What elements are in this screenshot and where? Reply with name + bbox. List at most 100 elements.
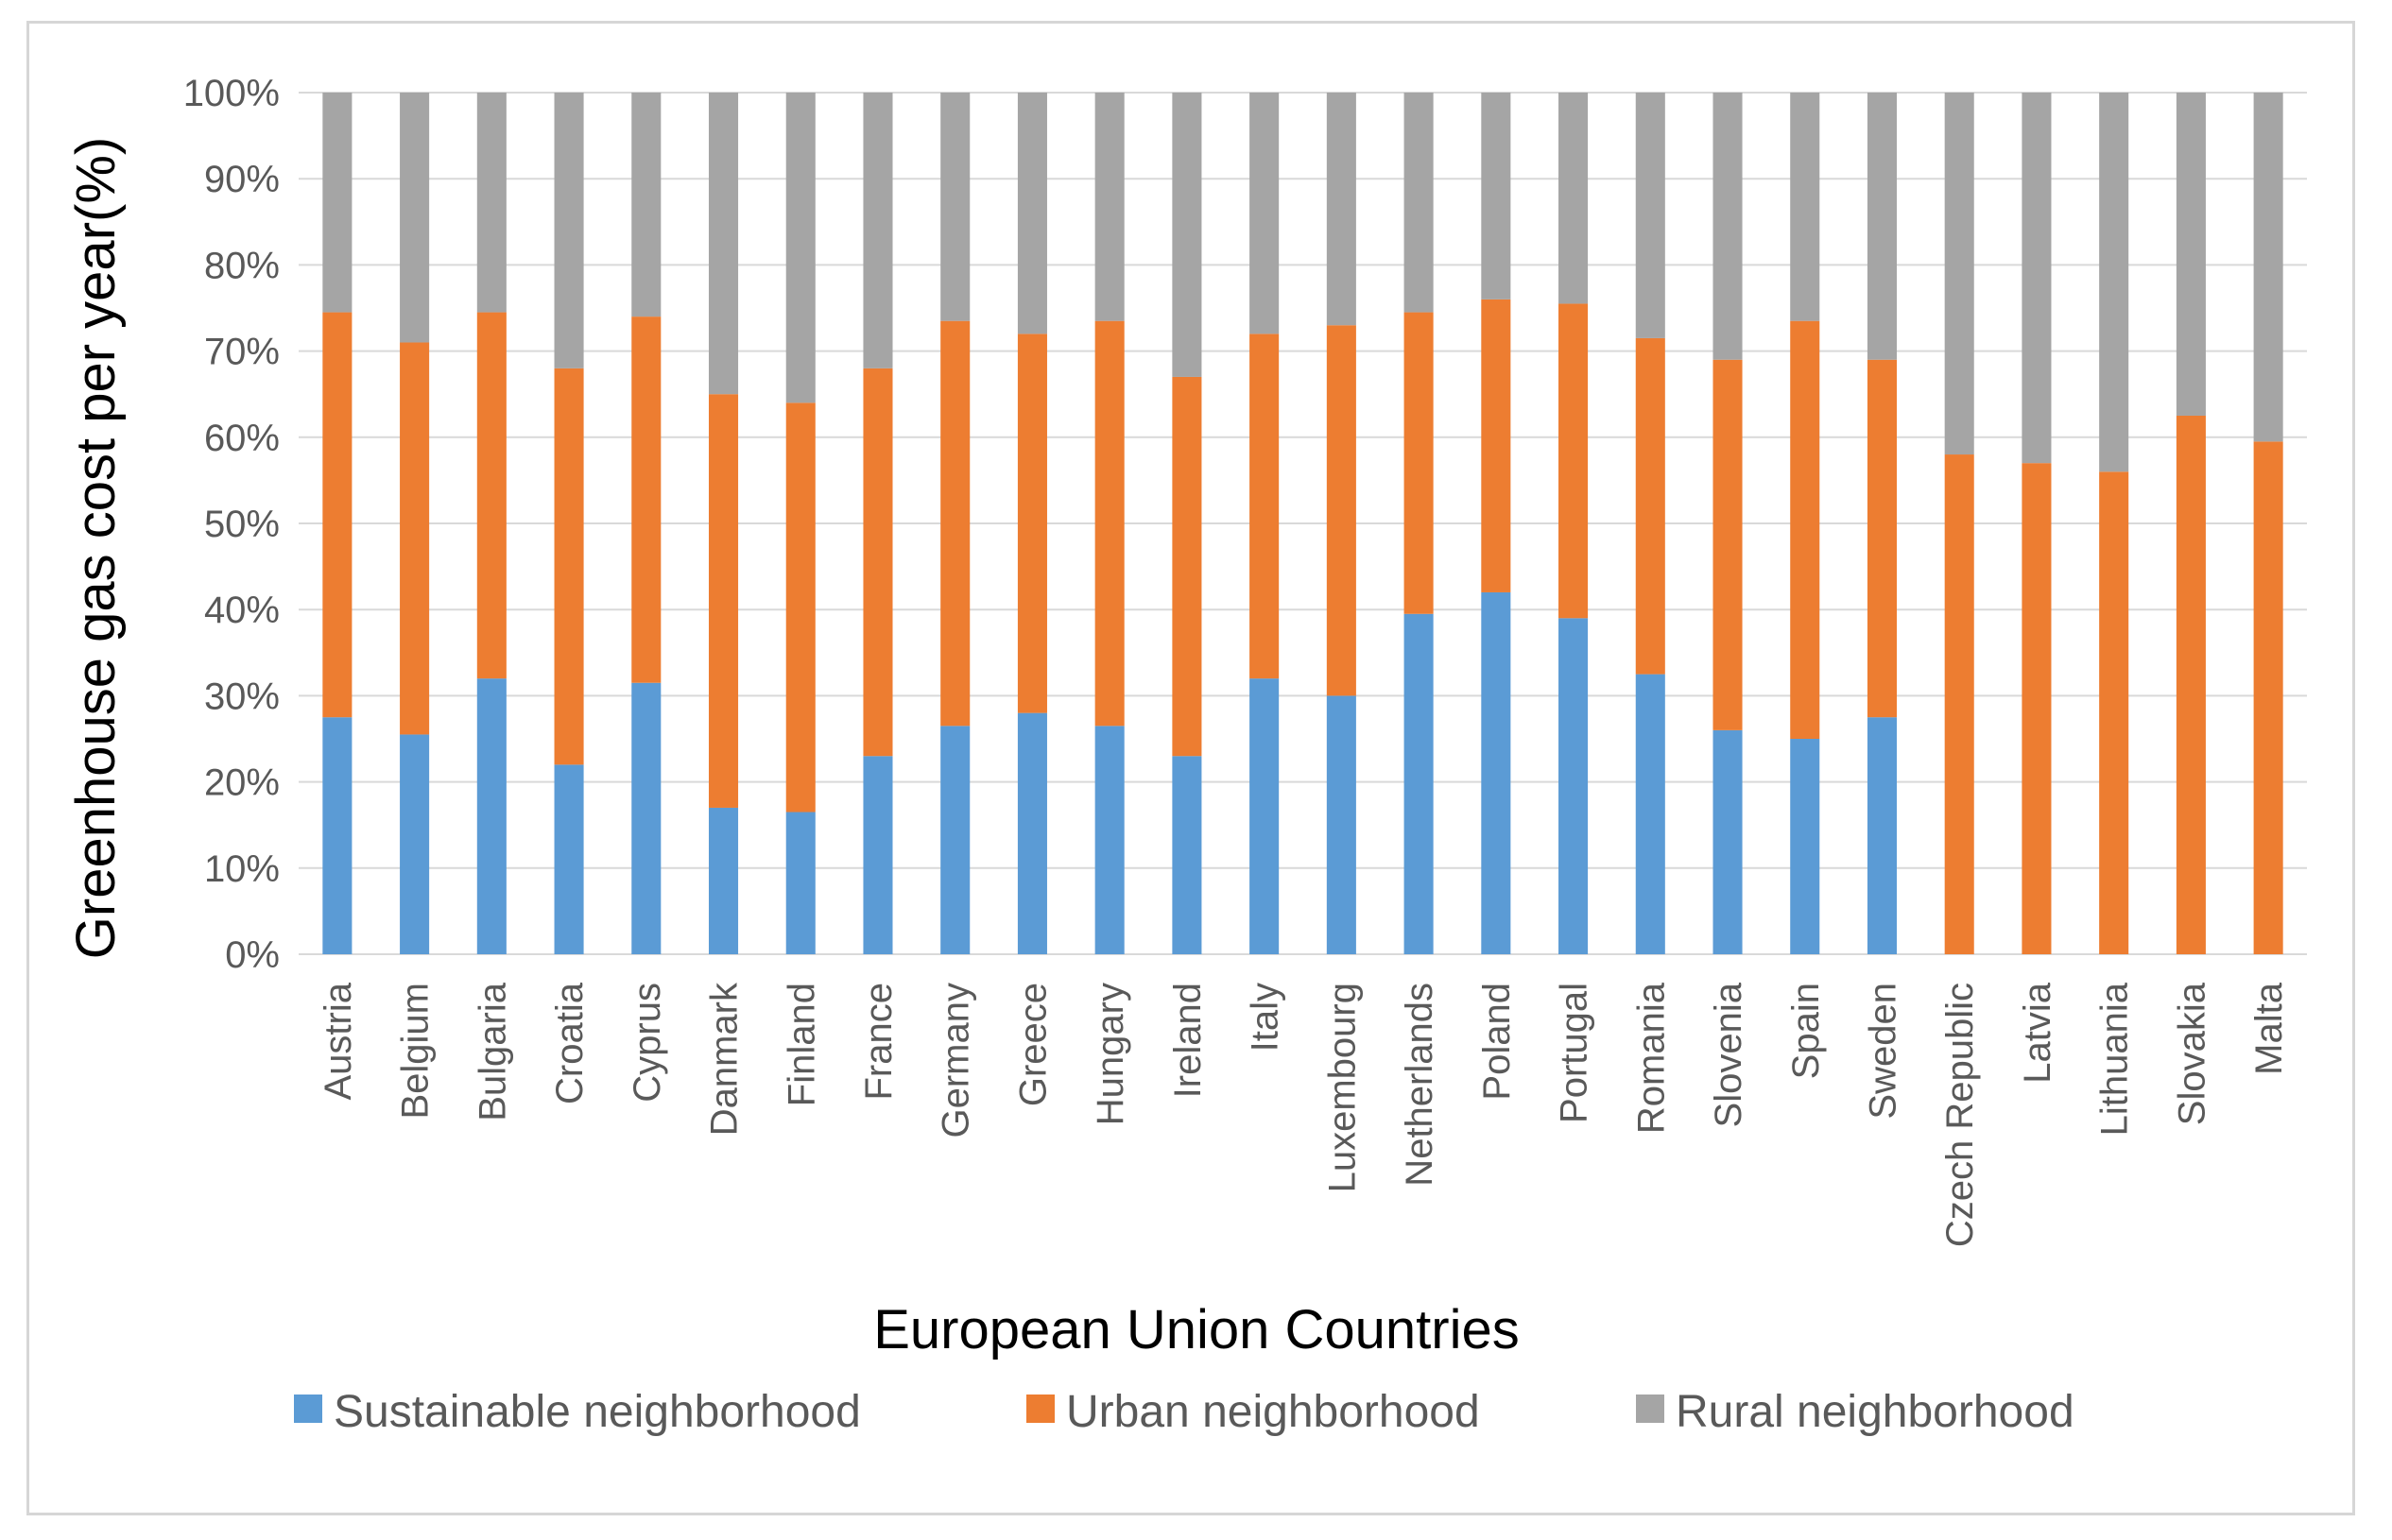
bar-segment (1403, 312, 1434, 614)
bar-segment (1481, 299, 1511, 592)
x-tick-label: Slovakia (2171, 982, 2212, 1125)
x-tick-label: Hungary (1090, 983, 1131, 1125)
y-tick-label: 0% (225, 934, 280, 976)
bar-segment (1017, 334, 1047, 713)
bar-segment (708, 93, 739, 395)
legend-label: Rural neighborhood (1676, 1387, 2074, 1437)
bar-segment (2022, 93, 2052, 464)
x-axis-title: European Union Countries (873, 1299, 1520, 1360)
bar-segment (708, 394, 739, 808)
chart-frame: 0% 10% 20% 30% 40% 50% 60% 70% 80% 90% 100% Austri… (26, 21, 2355, 1515)
bar-segment (940, 93, 971, 321)
bar-segment (1558, 303, 1589, 619)
bar-segment (785, 93, 816, 403)
bar-segment (2253, 441, 2283, 954)
bar-segment (863, 93, 893, 368)
bar-segment (1867, 93, 1898, 360)
bar-segment (1017, 712, 1047, 954)
bars (322, 93, 2283, 954)
bar-segment (1403, 613, 1434, 954)
bar-segment (1403, 93, 1434, 313)
y-tick-label: 20% (204, 762, 280, 804)
x-tick-label: Luxembourg (1321, 983, 1363, 1192)
bar-segment (631, 682, 662, 954)
bar-segment (1867, 359, 1898, 718)
bar-segment (1172, 93, 1202, 377)
legend-swatch (1026, 1395, 1055, 1423)
bar-segment (940, 726, 971, 954)
bar-segment (322, 93, 353, 313)
bar-segment (1558, 93, 1589, 304)
x-tick-label: Czech Republic (1939, 983, 1981, 1247)
bar-segment (554, 764, 584, 954)
bar-segment (400, 93, 430, 343)
bar-segment (400, 734, 430, 954)
bar-segment (476, 678, 507, 954)
bar-segment (1172, 756, 1202, 954)
bar-segment (476, 93, 507, 313)
bar-segment (863, 756, 893, 954)
y-tick-label: 40% (204, 590, 280, 631)
bar-segment (708, 807, 739, 954)
bar-segment (2022, 463, 2052, 954)
bar-segment (1635, 93, 1665, 338)
gridlines (299, 92, 2307, 955)
bar-segment (785, 402, 816, 813)
y-axis-title: Greenhouse gas cost per year(%) (65, 137, 127, 959)
legend: Sustainable neighborhood Urban neighborho… (294, 1387, 2074, 1437)
x-tick-label: Latvia (2017, 982, 2058, 1083)
y-tick-labels: 0% 10% 20% 30% 40% 50% 60% 70% 80% 90% 100% (183, 73, 280, 976)
y-tick-label: 90% (204, 159, 280, 200)
x-tick-label: Netherlands (1399, 983, 1440, 1187)
bar-segment (785, 812, 816, 954)
legend-label: Urban neighborhood (1066, 1387, 1480, 1437)
x-tick-label: Finland (781, 983, 822, 1106)
bar-segment (1017, 93, 1047, 334)
x-tick-label: France (858, 983, 900, 1101)
bar-segment (1481, 93, 1511, 299)
bar-segment (2176, 416, 2206, 954)
x-tick-label: Sweden (1862, 983, 1903, 1120)
x-tick-labels: Austria Belgium Bulgaria Croatia Cyprus Danma… (318, 982, 2290, 1247)
x-tick-label: Romania (1630, 982, 1672, 1134)
bar-segment (1944, 93, 1974, 455)
x-tick-label: Bulgaria (472, 982, 513, 1121)
bar-segment (2176, 93, 2206, 416)
bar-segment (2253, 93, 2283, 442)
x-tick-label: Malta (2248, 982, 2290, 1075)
bar-segment (1094, 93, 1125, 321)
x-tick-label: Danmark (704, 982, 746, 1136)
bar-segment (1712, 93, 1743, 360)
bar-segment (1790, 739, 1820, 954)
bar-segment (476, 312, 507, 679)
bar-segment (1712, 359, 1743, 730)
x-tick-label: Germany (936, 983, 977, 1138)
bar-segment (1249, 678, 1280, 954)
bar-segment (1558, 618, 1589, 954)
legend-swatch (294, 1395, 322, 1423)
bar-segment (1867, 717, 1898, 954)
bar-segment (1326, 93, 1356, 326)
x-tick-label: Poland (1476, 983, 1518, 1101)
bar-segment (400, 342, 430, 735)
bar-segment (1172, 376, 1202, 757)
bar-segment (631, 317, 662, 683)
x-tick-label: Greece (1012, 983, 1054, 1106)
bar-segment (554, 368, 584, 765)
bar-segment (322, 312, 353, 718)
x-tick-label: Lithuania (2094, 982, 2136, 1136)
bar-segment (863, 368, 893, 757)
bar-segment (940, 320, 971, 727)
legend-swatch (1636, 1395, 1664, 1423)
bar-segment (2099, 471, 2129, 954)
x-tick-label: Italy (1245, 983, 1286, 1052)
bar-segment (1094, 726, 1125, 954)
stacked-bar-chart: 0% 10% 20% 30% 40% 50% 60% 70% 80% 90% 100% Austri… (65, 73, 2307, 1437)
bar-segment (554, 93, 584, 368)
y-tick-label: 60% (204, 418, 280, 459)
x-tick-label: Belgium (395, 983, 437, 1120)
bar-segment (1635, 674, 1665, 954)
bar-segment (1712, 729, 1743, 954)
x-tick-label: Ireland (1167, 983, 1209, 1098)
bar-segment (1944, 454, 1974, 954)
